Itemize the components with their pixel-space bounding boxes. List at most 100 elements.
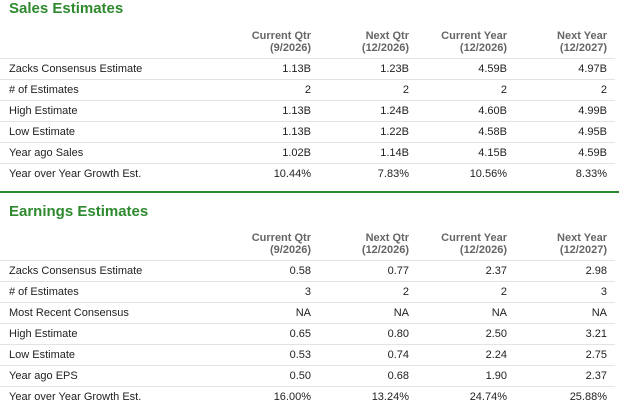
cell-value: 1.22B <box>319 121 417 143</box>
cell-value: 2.75 <box>515 344 615 366</box>
cell-value: 0.50 <box>235 365 319 387</box>
column-header-next-year: Next Year (12/2027) <box>515 228 615 261</box>
table-row: Year over Year Growth Est. 16.00% 13.24%… <box>0 387 615 408</box>
cell-value: 1.13B <box>235 121 319 143</box>
column-name: Current Year <box>441 232 507 244</box>
cell-value: 4.58B <box>417 121 515 143</box>
sales-estimates-table: Current Qtr (9/2026) Next Qtr (12/2026) … <box>0 26 615 184</box>
column-period: (12/2026) <box>361 42 409 54</box>
column-header-next-year: Next Year (12/2027) <box>515 26 615 59</box>
column-name: Current Qtr <box>251 232 311 244</box>
cell-value: 2 <box>319 281 417 303</box>
cell-value: 2.24 <box>417 344 515 366</box>
column-period: (12/2026) <box>459 42 507 54</box>
cell-value: 2 <box>319 79 417 101</box>
column-header-current-qtr: Current Qtr (9/2026) <box>235 228 319 261</box>
cell-value: NA <box>235 302 319 324</box>
cell-value: 2 <box>515 79 615 101</box>
table-row: Low Estimate 0.53 0.74 2.24 2.75 <box>0 344 615 366</box>
earnings-estimates-table: Current Qtr (9/2026) Next Qtr (12/2026) … <box>0 228 615 407</box>
cell-value: 2 <box>235 79 319 101</box>
table-row: High Estimate 1.13B 1.24B 4.60B 4.99B <box>0 100 615 122</box>
cell-value: 2.37 <box>417 260 515 282</box>
table-row: Zacks Consensus Estimate 1.13B 1.23B 4.5… <box>0 58 615 80</box>
column-header-current-qtr: Current Qtr (9/2026) <box>235 26 319 59</box>
table-row: High Estimate 0.65 0.80 2.50 3.21 <box>0 323 615 345</box>
column-name: Current Year <box>441 30 507 42</box>
cell-value: 1.14B <box>319 142 417 164</box>
table-row: Year ago EPS 0.50 0.68 1.90 2.37 <box>0 365 615 387</box>
column-name: Current Qtr <box>251 30 311 42</box>
cell-value: 2.98 <box>515 260 615 282</box>
column-period: (9/2026) <box>270 244 311 256</box>
sales-estimates-section: Sales Estimates Current Qtr (9/2026) Nex… <box>0 0 619 190</box>
cell-value: 13.24% <box>371 391 409 403</box>
cell-value: 8.33% <box>575 168 607 180</box>
column-header-current-year: Current Year (12/2026) <box>417 228 515 261</box>
row-label: Low Estimate <box>0 344 235 366</box>
cell-value: 1.13B <box>235 100 319 122</box>
column-header-next-qtr: Next Qtr (12/2026) <box>319 228 417 261</box>
column-name: Next Year <box>557 232 607 244</box>
cell-value: 4.97B <box>515 58 615 80</box>
column-name: Next Year <box>557 30 607 42</box>
column-period: (12/2027) <box>559 244 607 256</box>
cell-value: 2 <box>417 281 515 303</box>
cell-value: 4.15B <box>417 142 515 164</box>
row-label: Zacks Consensus Estimate <box>0 260 235 282</box>
cell-value: 3 <box>235 281 319 303</box>
cell-value: 0.53 <box>235 344 319 366</box>
column-header-next-qtr: Next Qtr (12/2026) <box>319 26 417 59</box>
cell-value: 4.60B <box>417 100 515 122</box>
row-label: Low Estimate <box>0 121 235 143</box>
cell-value: 10.44% <box>273 168 311 180</box>
cell-value: 1.02B <box>235 142 319 164</box>
row-label: Year over Year Growth Est. <box>9 391 142 403</box>
row-label: Year over Year Growth Est. <box>9 168 142 180</box>
row-label: High Estimate <box>0 323 235 345</box>
row-label: # of Estimates <box>0 281 235 303</box>
column-header-current-year: Current Year (12/2026) <box>417 26 515 59</box>
label-column-header <box>0 26 235 59</box>
cell-value: 2 <box>417 79 515 101</box>
cell-value: 1.13B <box>235 58 319 80</box>
table-row: Most Recent Consensus NA NA NA NA <box>0 302 615 324</box>
cell-value: 3.21 <box>515 323 615 345</box>
cell-value: 0.74 <box>319 344 417 366</box>
label-column-header <box>0 228 235 261</box>
cell-value: 4.59B <box>515 142 615 164</box>
cell-value: 2.50 <box>417 323 515 345</box>
row-label: Most Recent Consensus <box>0 302 235 324</box>
cell-value: 3 <box>515 281 615 303</box>
table-row: Low Estimate 1.13B 1.22B 4.58B 4.95B <box>0 121 615 143</box>
table-row: Year over Year Growth Est. 10.44% 7.83% … <box>0 164 615 185</box>
cell-value: 0.58 <box>235 260 319 282</box>
cell-value: 4.95B <box>515 121 615 143</box>
cell-value: 1.23B <box>319 58 417 80</box>
cell-value: 0.80 <box>319 323 417 345</box>
cell-value: 24.74% <box>469 391 507 403</box>
earnings-estimates-title: Earnings Estimates <box>9 203 149 220</box>
cell-value: 2.37 <box>515 365 615 387</box>
cell-value: 0.65 <box>235 323 319 345</box>
cell-value: 0.77 <box>319 260 417 282</box>
row-label: # of Estimates <box>0 79 235 101</box>
cell-value: 4.99B <box>515 100 615 122</box>
table-row: Zacks Consensus Estimate 0.58 0.77 2.37 … <box>0 260 615 282</box>
section-divider <box>0 191 619 193</box>
cell-value: 4.59B <box>417 58 515 80</box>
cell-value: 7.83% <box>377 168 409 180</box>
row-label: Year ago EPS <box>0 365 235 387</box>
cell-value: 25.88% <box>569 391 607 403</box>
row-label: High Estimate <box>0 100 235 122</box>
table-row: # of Estimates 2 2 2 2 <box>0 79 615 101</box>
cell-value: NA <box>417 302 515 324</box>
cell-value: 0.68 <box>319 365 417 387</box>
column-name: Next Qtr <box>365 30 409 42</box>
table-row: Year ago Sales 1.02B 1.14B 4.15B 4.59B <box>0 142 615 164</box>
earnings-estimates-section: Earnings Estimates Current Qtr (9/2026) … <box>0 194 619 416</box>
column-period: (9/2026) <box>270 42 311 54</box>
cell-value: NA <box>515 302 615 324</box>
sales-estimates-title: Sales Estimates <box>9 0 124 17</box>
column-period: (12/2026) <box>459 244 507 256</box>
